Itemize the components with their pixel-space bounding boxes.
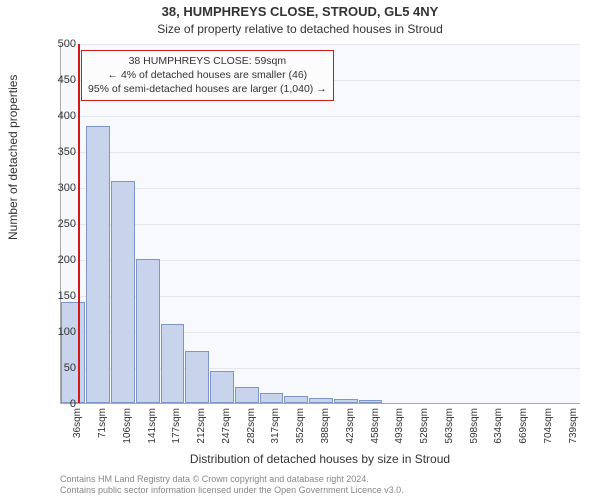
histogram-bar — [359, 400, 383, 403]
x-tick-label: 212sqm — [196, 408, 207, 448]
x-tick-label: 739sqm — [568, 408, 579, 448]
histogram-bar — [111, 181, 135, 403]
y-tick-label: 500 — [36, 38, 76, 50]
x-tick-label: 352sqm — [295, 408, 306, 448]
x-tick-label: 36sqm — [72, 408, 83, 448]
chart-container: 38, HUMPHREYS CLOSE, STROUD, GL5 4NY Siz… — [0, 0, 600, 500]
gridline — [61, 152, 580, 153]
chart-subtitle: Size of property relative to detached ho… — [0, 22, 600, 36]
y-tick-label: 450 — [36, 74, 76, 86]
x-tick-label: 282sqm — [246, 408, 257, 448]
plot-area: 38 HUMPHREYS CLOSE: 59sqm← 4% of detache… — [60, 44, 580, 404]
x-axis-label: Distribution of detached houses by size … — [60, 452, 580, 466]
chart-title: 38, HUMPHREYS CLOSE, STROUD, GL5 4NY — [0, 4, 600, 19]
y-tick-label: 400 — [36, 110, 76, 122]
y-tick-label: 100 — [36, 326, 76, 338]
gridline — [61, 116, 580, 117]
x-tick-label: 71sqm — [97, 408, 108, 448]
x-tick-label: 458sqm — [370, 408, 381, 448]
histogram-bar — [86, 126, 110, 403]
y-tick-label: 350 — [36, 146, 76, 158]
histogram-bar — [309, 398, 333, 403]
histogram-bar — [210, 371, 234, 403]
annotation-line: 95% of semi-detached houses are larger (… — [88, 82, 327, 96]
y-tick-label: 200 — [36, 254, 76, 266]
y-tick-label: 0 — [36, 398, 76, 410]
x-tick-label: 563sqm — [444, 408, 455, 448]
histogram-bar — [334, 399, 358, 403]
histogram-bar — [136, 259, 160, 403]
histogram-bar — [260, 393, 284, 403]
x-tick-label: 704sqm — [543, 408, 554, 448]
x-tick-label: 634sqm — [493, 408, 504, 448]
histogram-bar — [284, 396, 308, 403]
footer-line-1: Contains HM Land Registry data © Crown c… — [60, 474, 404, 485]
gridline — [61, 44, 580, 45]
footer-line-2: Contains public sector information licen… — [60, 485, 404, 496]
x-tick-label: 177sqm — [171, 408, 182, 448]
x-tick-label: 669sqm — [518, 408, 529, 448]
annotation-line: 38 HUMPHREYS CLOSE: 59sqm — [88, 54, 327, 68]
x-tick-label: 247sqm — [221, 408, 232, 448]
histogram-bar — [161, 324, 185, 403]
annotation-box: 38 HUMPHREYS CLOSE: 59sqm← 4% of detache… — [81, 50, 334, 101]
histogram-bar — [235, 387, 259, 403]
property-marker-line — [78, 44, 80, 403]
histogram-bar — [61, 302, 85, 403]
footer-attribution: Contains HM Land Registry data © Crown c… — [60, 474, 404, 497]
x-tick-label: 598sqm — [469, 408, 480, 448]
y-tick-label: 150 — [36, 290, 76, 302]
annotation-line: ← 4% of detached houses are smaller (46) — [88, 68, 327, 82]
gridline — [61, 224, 580, 225]
x-tick-label: 423sqm — [345, 408, 356, 448]
y-axis-label: Number of detached properties — [6, 75, 20, 240]
gridline — [61, 188, 580, 189]
histogram-bar — [185, 351, 209, 403]
x-tick-label: 106sqm — [122, 408, 133, 448]
y-tick-label: 50 — [36, 362, 76, 374]
x-tick-label: 528sqm — [419, 408, 430, 448]
x-tick-label: 493sqm — [394, 408, 405, 448]
x-tick-label: 388sqm — [320, 408, 331, 448]
y-tick-label: 300 — [36, 182, 76, 194]
y-tick-label: 250 — [36, 218, 76, 230]
x-tick-label: 141sqm — [147, 408, 158, 448]
x-tick-label: 317sqm — [270, 408, 281, 448]
